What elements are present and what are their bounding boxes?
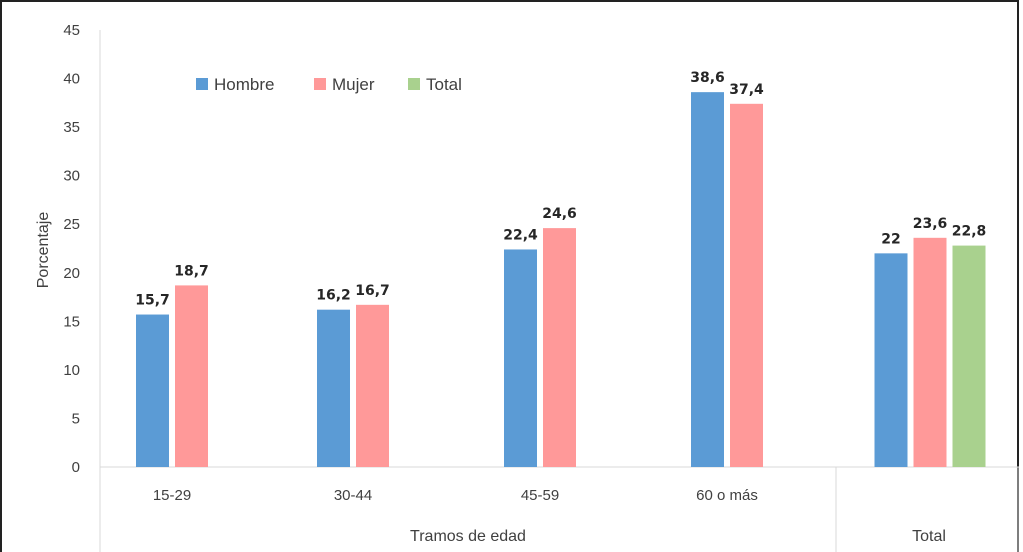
legend-swatch-total xyxy=(408,78,420,90)
data-label: 22,8 xyxy=(952,224,987,240)
y-tick-label: 30 xyxy=(63,168,80,185)
x-tick-label: 30-44 xyxy=(334,487,372,504)
y-tick-label: 40 xyxy=(63,71,80,88)
y-axis-title: Porcentaje xyxy=(35,212,52,289)
bar-mujer xyxy=(914,238,947,467)
y-tick-label: 5 xyxy=(72,410,80,427)
data-label: 37,4 xyxy=(729,82,764,98)
data-label: 22,4 xyxy=(503,227,538,243)
x-section-label: Total xyxy=(912,528,946,545)
x-tick-label: 45-59 xyxy=(521,487,559,504)
legend-swatch-mujer xyxy=(314,78,326,90)
bar-hombre xyxy=(691,92,724,467)
x-section-label: Tramos de edad xyxy=(410,528,526,545)
y-tick-label: 20 xyxy=(63,265,80,282)
data-label: 16,7 xyxy=(355,283,390,299)
bar-hombre xyxy=(317,310,350,467)
y-tick-label: 10 xyxy=(63,362,80,379)
data-label: 22 xyxy=(881,231,900,247)
data-label: 23,6 xyxy=(913,216,948,232)
x-tick-label: 15-29 xyxy=(153,487,191,504)
y-tick-label: 25 xyxy=(63,216,80,233)
data-label: 38,6 xyxy=(690,70,725,86)
y-tick-label: 45 xyxy=(63,22,80,39)
y-tick-label: 15 xyxy=(63,313,80,330)
y-tick-label: 0 xyxy=(72,459,80,476)
bar-hombre xyxy=(504,249,537,467)
data-label: 18,7 xyxy=(174,263,209,279)
bar-mujer xyxy=(730,104,763,467)
data-label: 24,6 xyxy=(542,206,577,222)
x-tick-label: 60 o más xyxy=(696,487,758,504)
bar-total xyxy=(953,246,986,467)
bar-mujer xyxy=(543,228,576,467)
bar-mujer xyxy=(356,305,389,467)
bar-mujer xyxy=(175,285,208,467)
bar-hombre xyxy=(875,253,908,467)
legend-label-hombre: Hombre xyxy=(214,75,274,94)
legend-label-total: Total xyxy=(426,75,462,94)
data-label: 15,7 xyxy=(135,293,170,309)
legend-label-mujer: Mujer xyxy=(332,75,375,94)
legend-swatch-hombre xyxy=(196,78,208,90)
data-label: 16,2 xyxy=(316,288,351,304)
bar-hombre xyxy=(136,315,169,467)
y-tick-label: 35 xyxy=(63,119,80,136)
